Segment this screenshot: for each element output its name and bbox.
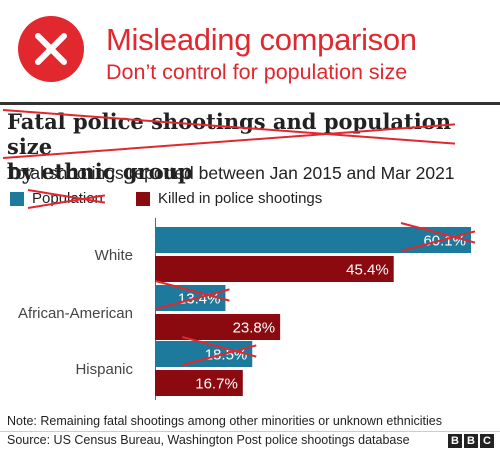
bar bbox=[155, 341, 253, 367]
data-label: 23.8% bbox=[233, 320, 276, 337]
category-label: White bbox=[95, 247, 133, 264]
footer-divider bbox=[0, 431, 500, 432]
strike-mark bbox=[155, 280, 230, 302]
strike-mark bbox=[27, 194, 106, 209]
source-note: Source: US Census Bureau, Washington Pos… bbox=[7, 433, 410, 447]
bar bbox=[155, 370, 243, 396]
logo-letter: B bbox=[448, 434, 462, 448]
data-label: 16.7% bbox=[195, 376, 238, 393]
category-label: African-American bbox=[18, 305, 133, 322]
legend-swatch-population bbox=[10, 192, 24, 206]
data-label: 45.4% bbox=[346, 262, 389, 279]
strike-mark bbox=[155, 288, 230, 310]
strike-mark bbox=[400, 230, 476, 252]
chart-subtitle: Total shootings reported between Jan 201… bbox=[7, 163, 455, 183]
bar bbox=[155, 227, 471, 253]
chart-title-part2: by ethnic group bbox=[7, 159, 193, 184]
strike-mark bbox=[2, 109, 456, 145]
warning-banner: Misleading comparison Don’t control for … bbox=[0, 0, 500, 100]
logo-letter: B bbox=[464, 434, 478, 448]
close-circle-icon bbox=[18, 16, 84, 82]
bar bbox=[155, 314, 281, 340]
strike-mark bbox=[182, 344, 257, 366]
category-label: Hispanic bbox=[75, 361, 133, 378]
banner-subtitle: Don’t control for population size bbox=[106, 60, 408, 84]
strike-mark bbox=[400, 222, 476, 244]
strike-mark bbox=[182, 336, 257, 358]
divider bbox=[0, 102, 500, 105]
strike-mark bbox=[27, 189, 106, 204]
bbc-logo: B B C bbox=[448, 434, 494, 448]
footnote: Note: Remaining fatal shootings among ot… bbox=[7, 414, 442, 428]
logo-letter: C bbox=[480, 434, 494, 448]
strike-mark bbox=[2, 123, 456, 159]
legend-swatch-killed bbox=[136, 192, 150, 206]
legend-label-killed: Killed in police shootings bbox=[158, 190, 323, 207]
banner-title: Misleading comparison bbox=[106, 22, 417, 57]
bar bbox=[155, 256, 394, 282]
